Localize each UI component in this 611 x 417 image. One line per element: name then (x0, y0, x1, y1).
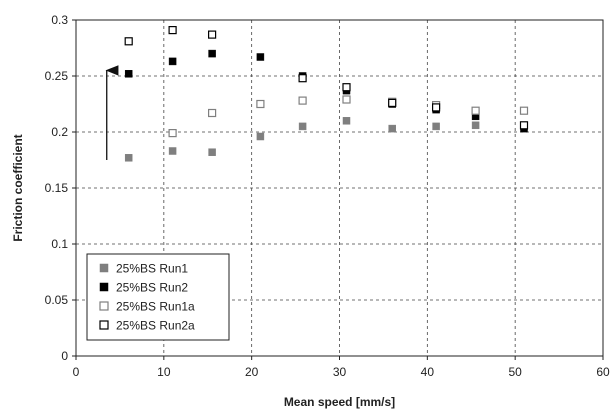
x-tick-label: 20 (245, 365, 259, 379)
x-tick-label: 30 (333, 365, 347, 379)
data-markers (124, 26, 529, 162)
data-point (432, 122, 440, 131)
legend-label: 25%BS Run2 (116, 281, 188, 295)
data-point (256, 99, 265, 109)
data-point (471, 106, 480, 115)
data-point (208, 148, 216, 156)
y-tick-label: 0.3 (51, 13, 68, 27)
data-point (519, 106, 529, 115)
data-point (168, 26, 177, 35)
legend-item: 25%BS Run2 (99, 281, 188, 295)
y-tick-label: 0.15 (45, 181, 69, 195)
legend-box (86, 253, 230, 341)
x-tick-label: 50 (508, 365, 522, 379)
data-point (168, 129, 177, 138)
y-axis-title: Friction coefficient (11, 134, 25, 241)
data-point (342, 95, 351, 104)
legend-marker (99, 282, 109, 292)
data-point (388, 124, 396, 133)
data-point (342, 117, 351, 125)
series-4 (124, 26, 529, 130)
legend-marker (99, 263, 109, 273)
legend-marker (99, 320, 109, 330)
x-tick-label: 40 (421, 365, 435, 379)
grid-lines (76, 20, 603, 356)
legend-marker (99, 301, 109, 311)
legend-item: 25%BS Run1a (99, 300, 195, 314)
data-point (256, 132, 265, 141)
series-2 (124, 49, 528, 133)
legend-label: 25%BS Run1a (116, 300, 195, 314)
x-axis-title: Mean speed [mm/s] (284, 395, 395, 409)
series-1 (124, 117, 528, 162)
legend-item: 25%BS Run2a (99, 319, 195, 333)
y-tick-label: 0.25 (45, 69, 69, 83)
data-point (256, 53, 265, 61)
y-tick-label: 0.1 (51, 237, 68, 251)
x-tick-label: 10 (157, 365, 171, 379)
x-tick-label: 60 (596, 365, 610, 379)
legend: 25%BS Run1 25%BS Run2 25%BS Run1a 25%BS Run… (86, 253, 230, 341)
y-tick-label: 0 (61, 349, 68, 363)
legend-label: 25%BS Run1 (116, 262, 188, 276)
data-point (208, 30, 217, 39)
x-tick-label: 0 (73, 365, 80, 379)
data-point (471, 121, 480, 130)
data-point (168, 57, 177, 66)
data-point (124, 37, 133, 46)
data-point (208, 49, 216, 58)
y-tick-label: 0.2 (51, 125, 68, 139)
data-point (342, 83, 351, 92)
data-point (519, 121, 529, 130)
legend-item: 25%BS Run1 (99, 262, 188, 276)
data-point (432, 103, 441, 112)
data-point (168, 147, 177, 155)
data-point (124, 70, 133, 78)
axis-ticks: 0 10 20 30 40 50 60 0 0.05 0.1 0.15 0.2 0.25 0.3 (45, 13, 610, 379)
data-point (208, 108, 217, 118)
data-point (298, 122, 307, 131)
data-point (124, 154, 133, 162)
legend-label: 25%BS Run2a (116, 319, 195, 333)
y-tick-label: 0.05 (45, 293, 69, 307)
data-point (298, 74, 307, 83)
data-point (388, 98, 397, 108)
data-point (298, 96, 307, 105)
